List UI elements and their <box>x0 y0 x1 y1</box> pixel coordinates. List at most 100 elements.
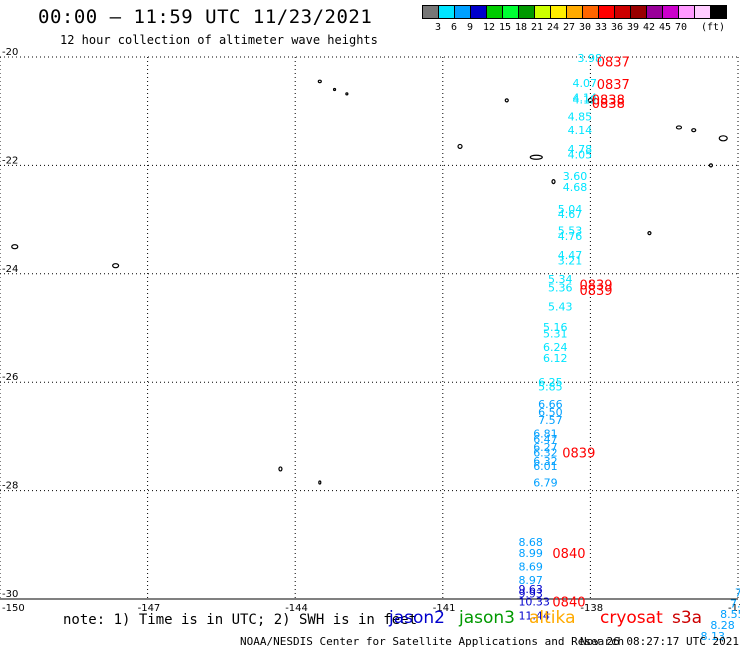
wave-height-value: 5.43 <box>548 300 573 313</box>
wave-height-value: 7.80 <box>735 586 740 599</box>
scale-label: 21 <box>531 22 544 33</box>
scale-label: 30 <box>579 22 592 33</box>
wave-height-value: 3.21 <box>558 254 583 267</box>
scale-label: 24 <box>547 22 560 33</box>
island-outline <box>587 97 594 103</box>
island-outline <box>718 135 728 142</box>
island-outline <box>278 466 283 472</box>
wave-height-value: 6.24 <box>543 341 568 354</box>
scale-label: 70 <box>675 22 688 33</box>
wave-height-value: 4.67 <box>558 208 583 221</box>
scale-label: 9 <box>467 22 474 33</box>
lon-label: -135 <box>728 603 740 614</box>
lon-label: -147 <box>138 603 161 614</box>
island-outline <box>529 154 543 160</box>
lat-label: -28 <box>2 481 18 492</box>
lon-label: -150 <box>2 603 25 614</box>
scale-label: 12 <box>483 22 496 33</box>
island-outline <box>112 263 120 269</box>
legend-entry-altika: altika <box>529 608 576 628</box>
wave-height-value: 5.31 <box>543 327 568 340</box>
scale-swatch <box>710 5 727 19</box>
wave-height-value: 9.63 <box>518 583 543 596</box>
pass-time-label: 0837 <box>597 78 630 93</box>
wave-height-value: 5.85 <box>538 381 563 394</box>
wave-height-value: 4.76 <box>558 230 583 243</box>
pass-time-label: 0839 <box>579 284 612 299</box>
legend-entry-jason2: jason2 <box>389 608 445 628</box>
scale-label: 42 <box>643 22 656 33</box>
island-outline <box>551 179 556 185</box>
island-outline <box>332 87 337 92</box>
lat-label: -26 <box>2 372 18 383</box>
pass-time-label: 0840 <box>552 547 585 562</box>
wave-height-value: 5.16 <box>543 321 568 334</box>
note-text: note: 1) Time is in UTC; 2) SWH is in fe… <box>63 612 418 628</box>
wave-height-value: 11.44 <box>518 609 550 622</box>
wave-height-value: 8.13 <box>700 630 725 643</box>
pass-time-label: 0840 <box>552 596 585 611</box>
wave-height-value: 4.14 <box>573 92 598 105</box>
lat-label: -20 <box>2 47 18 58</box>
pass-time-label: 0838 <box>592 93 625 108</box>
scale-label: 15 <box>499 22 512 33</box>
wave-height-value: 3.98 <box>577 52 602 65</box>
wave-height-value: 7.24 <box>730 597 740 610</box>
footer-credit: NOAA/NESDIS Center for Satellite Applica… <box>240 635 625 648</box>
scale-label: 33 <box>595 22 608 33</box>
wave-height-value: 6.50 <box>538 406 563 419</box>
pass-time-label: 0839 <box>562 447 595 462</box>
legend-entry-s3a: s3a <box>672 608 703 628</box>
wave-height-value: 6.79 <box>533 476 558 489</box>
wave-height-value: 3.60 <box>563 170 588 183</box>
wave-height-value: 5.53 <box>558 224 583 237</box>
island-outline <box>647 231 652 236</box>
wave-height-value: 6.25 <box>538 376 563 389</box>
wave-height-value: 8.97 <box>518 574 543 587</box>
island-outline <box>675 125 683 130</box>
pass-time-label: 0838 <box>592 97 625 112</box>
wave-height-value: 8.28 <box>710 619 735 632</box>
wave-height-value: 8.99 <box>518 547 543 560</box>
wave-height-value: 4.14 <box>568 124 593 137</box>
wave-height-value: 7.57 <box>538 414 563 427</box>
scale-label: 45 <box>659 22 672 33</box>
wave-height-value: 4.85 <box>568 111 593 124</box>
wave-height-value: 4.68 <box>563 181 588 194</box>
wave-height-value: 5.36 <box>548 281 573 294</box>
wave-height-value: 8.55 <box>720 608 740 621</box>
pass-time-label: 0837 <box>597 55 630 70</box>
wave-height-value: 8.69 <box>518 560 543 573</box>
wave-height-value: 6.27 <box>533 441 558 454</box>
pass-time-label: 0839 <box>579 279 612 294</box>
wave-height-value: 6.32 <box>533 447 558 460</box>
page-title: 00:00 — 11:59 UTC 11/23/2021 <box>38 6 373 28</box>
wave-height-value: 6.81 <box>533 428 558 441</box>
wave-height-value: 5.04 <box>558 203 583 216</box>
wave-height-value: 9.93 <box>518 588 543 601</box>
island-outline <box>318 480 322 485</box>
island-outline <box>691 128 697 133</box>
wave-height-value: 6.66 <box>538 398 563 411</box>
wave-height-value: 4.07 <box>573 77 598 90</box>
wave-height-value: 4.05 <box>568 149 593 162</box>
lon-label: -138 <box>580 603 603 614</box>
lat-label: -30 <box>2 589 18 600</box>
island-outline <box>345 92 349 96</box>
wave-height-value: 4.78 <box>568 143 593 156</box>
scale-label: 27 <box>563 22 576 33</box>
island-outline <box>708 163 714 168</box>
island-outline <box>504 98 509 103</box>
scale-label: 36 <box>611 22 624 33</box>
lat-label: -24 <box>2 264 18 275</box>
wave-height-value: 4.47 <box>558 249 583 262</box>
wave-height-value: 10.33 <box>518 596 550 609</box>
wave-height-value: 8.68 <box>518 536 543 549</box>
footer-timestamp: Nov 26 08:27:17 UTC 2021 <box>580 635 739 648</box>
legend-entry-cryosat: cryosat <box>600 608 663 628</box>
wave-height-value: 4.12 <box>573 93 598 106</box>
island-outline <box>11 244 19 250</box>
wave-height-value: 6.47 <box>533 433 558 446</box>
scale-label: 18 <box>515 22 528 33</box>
